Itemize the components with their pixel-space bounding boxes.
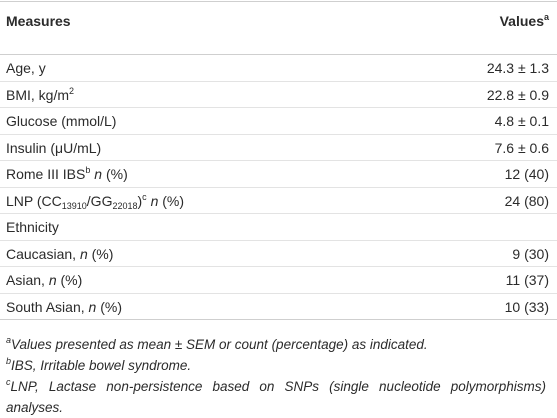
row: Caucasian, n (%) 9 (30) — [0, 241, 557, 267]
footnote-mark: b — [6, 356, 12, 366]
header-text: Values — [499, 13, 544, 29]
footnote: cLNP, Lactase non-persistence based on S… — [6, 376, 546, 418]
row: Glucose (mmol/L) 4.8 ± 0.1 — [0, 108, 557, 135]
row: Insulin (μU/mL) 7.6 ± 0.6 — [0, 135, 557, 161]
italic-n: n — [88, 298, 97, 315]
footnotes: aValues presented as mean ± SEM or count… — [6, 334, 546, 418]
header-row: Measures Valuesa — [0, 2, 557, 55]
label: Ethnicity — [6, 219, 59, 235]
label-text: South Asian, — [6, 298, 85, 315]
italic-n: n — [150, 192, 159, 209]
footnote-mark: c — [6, 377, 11, 387]
row: Ethnicity — [0, 214, 557, 241]
footnote-text: IBS, Irritable bowel syndrome. — [11, 358, 192, 373]
subscript: 13910 — [61, 200, 87, 211]
label-text: /GG — [86, 192, 113, 209]
footnote-mark: b — [85, 165, 91, 175]
footnote-text: Values presented as mean ± SEM or count … — [11, 337, 428, 352]
value: 24.3 ± 1.3 — [486, 60, 549, 76]
superscript: 2 — [69, 85, 75, 96]
value: 11 (37) — [505, 272, 549, 288]
label-text: (%) — [60, 272, 83, 288]
row: Asian, n (%) 11 (37) — [0, 267, 557, 294]
label-text: (%) — [91, 245, 114, 262]
row: Age, y 24.3 ± 1.3 — [0, 55, 557, 82]
footnote: bIBS, Irritable bowel syndrome. — [6, 355, 546, 376]
value: 22.8 ± 0.9 — [486, 86, 549, 103]
row: South Asian, n (%) 10 (33) — [0, 294, 557, 320]
label: Caucasian, n (%) — [6, 246, 113, 262]
value: 4.8 ± 0.1 — [494, 113, 549, 129]
italic-n: n — [48, 272, 57, 288]
header-cell: Measures — [6, 13, 71, 29]
value: 7.6 ± 0.6 — [494, 139, 549, 156]
row: BMI, kg/m2 22.8 ± 0.9 — [0, 82, 557, 108]
label-text: LNP (CC — [6, 192, 62, 209]
label: Age, y — [6, 60, 46, 76]
header-cell: Valuesa — [499, 12, 549, 30]
label: Asian, n (%) — [6, 272, 82, 288]
label: South Asian, n (%) — [6, 299, 122, 315]
footnote-text: LNP, Lactase non-persistence based on SN… — [6, 379, 546, 415]
label-text: Rome III IBS — [6, 166, 86, 182]
row: Rome III IBSb n (%) 12 (40) — [0, 161, 557, 188]
label: LNP (CC13910/GG22018)c n (%) — [6, 191, 185, 211]
row: LNP (CC13910/GG22018)c n (%) 24 (80) — [0, 188, 557, 214]
footnote-mark: a — [6, 335, 12, 345]
label: Glucose (mmol/L) — [6, 113, 117, 129]
value: 24 (80) — [504, 192, 549, 209]
value: 10 (33) — [504, 298, 549, 315]
footnote-mark: c — [142, 191, 147, 202]
label-text: (%) — [100, 298, 122, 315]
label-text: (%) — [162, 192, 185, 209]
italic-n: n — [94, 166, 103, 182]
value: 12 (40) — [504, 166, 549, 182]
label-text: Asian, — [6, 272, 45, 288]
label-text: BMI, kg/m — [6, 86, 70, 103]
label-text: ) — [137, 192, 143, 209]
table: Measures Valuesa Age, y 24.3 ± 1.3 BMI, k… — [0, 1, 557, 320]
italic-n: n — [79, 245, 88, 262]
value: 9 (30) — [512, 245, 549, 262]
label: Rome III IBSb n (%) — [6, 165, 128, 183]
footnote-mark: a — [543, 12, 549, 22]
subscript: 22018 — [112, 200, 138, 211]
label: BMI, kg/m2 — [6, 85, 75, 103]
label-text: (%) — [105, 166, 128, 182]
label-text: Caucasian, — [6, 245, 77, 262]
footnote: aValues presented as mean ± SEM or count… — [6, 334, 546, 355]
label: Insulin (μU/mL) — [6, 139, 102, 156]
